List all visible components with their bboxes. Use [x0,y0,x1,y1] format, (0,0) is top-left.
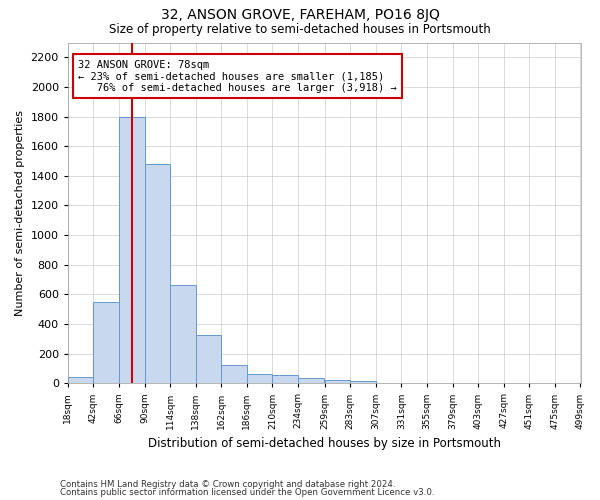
Bar [68,378,94,384]
X-axis label: Distribution of semi-detached houses by size in Portsmouth: Distribution of semi-detached houses by … [148,437,500,450]
Text: 32, ANSON GROVE, FAREHAM, PO16 8JQ: 32, ANSON GROVE, FAREHAM, PO16 8JQ [161,8,439,22]
Y-axis label: Number of semi-detached properties: Number of semi-detached properties [15,110,25,316]
Text: Size of property relative to semi-detached houses in Portsmouth: Size of property relative to semi-detach… [109,22,491,36]
Text: Contains HM Land Registry data © Crown copyright and database right 2024.: Contains HM Land Registry data © Crown c… [60,480,395,489]
Bar [376,382,401,384]
Bar [325,380,350,384]
Bar [196,335,221,384]
Bar [298,378,323,384]
Text: Contains public sector information licensed under the Open Government Licence v3: Contains public sector information licen… [60,488,434,497]
Bar [247,374,272,384]
Bar [221,366,247,384]
Bar [94,302,119,384]
Text: 32 ANSON GROVE: 78sqm
← 23% of semi-detached houses are smaller (1,185)
   76% o: 32 ANSON GROVE: 78sqm ← 23% of semi-deta… [79,60,397,92]
Bar [272,375,298,384]
Bar [145,164,170,384]
Bar [119,116,145,384]
Bar [401,382,427,384]
Bar [350,381,376,384]
Bar [170,286,196,384]
